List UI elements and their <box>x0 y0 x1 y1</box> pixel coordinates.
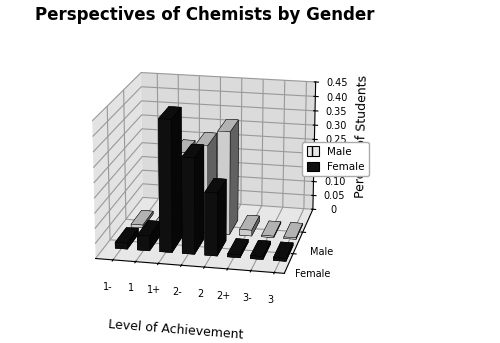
Legend: Male, Female: Male, Female <box>302 142 369 176</box>
X-axis label: Level of Achievement: Level of Achievement <box>108 318 244 342</box>
Title: Perspectives of Chemists by Gender: Perspectives of Chemists by Gender <box>36 7 375 24</box>
